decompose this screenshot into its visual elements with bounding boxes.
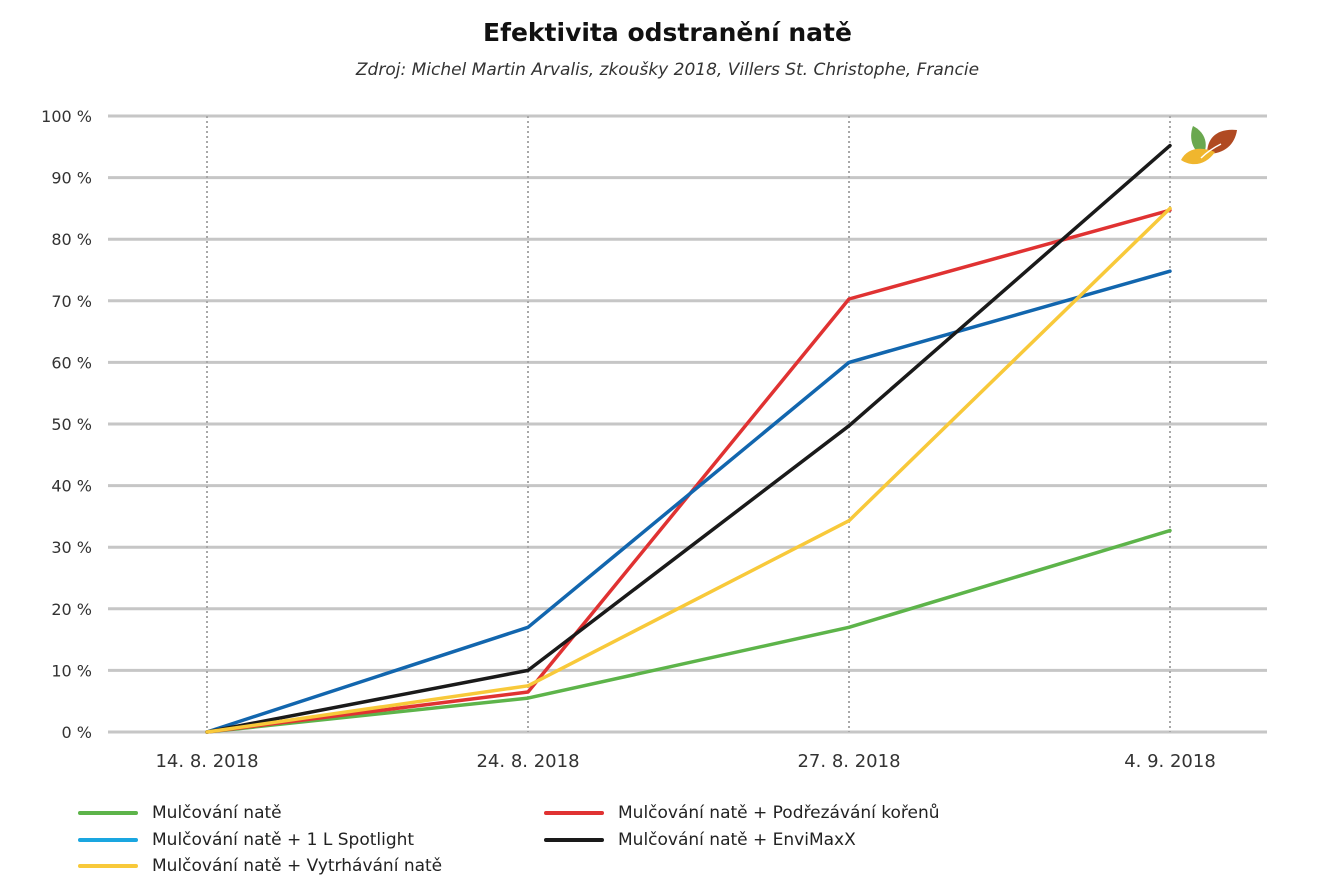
legend-label: Mulčování natě + Vytrhávání natě <box>152 856 443 876</box>
legend-item: Mulčování natě + Podřezávání kořenů <box>544 800 940 826</box>
y-tick-label: 100 % <box>41 107 92 126</box>
y-tick-label: 40 % <box>51 477 92 496</box>
x-tick-label: 24. 8. 2018 <box>476 751 579 772</box>
legend-item: Mulčování natě + EnviMaxX <box>544 827 856 853</box>
legend-swatch <box>78 838 138 842</box>
y-tick-label: 80 % <box>51 230 92 249</box>
legend-swatch <box>544 811 604 815</box>
legend-item: Mulčování natě + Vytrhávání natě <box>78 853 442 879</box>
y-axis: 0 % 10 % 20 % 30 % 40 % 50 % 60 % 70 % 80 % 90 % 1… <box>41 107 92 742</box>
legend-label: Mulčování natě + 1 L Spotlight <box>152 830 415 850</box>
series-line <box>205 269 1172 734</box>
x-tick-label: 14. 8. 2018 <box>155 751 258 772</box>
chart-subtitle: Zdroj: Michel Martin Arvalis, zkoušky 20… <box>355 60 980 80</box>
y-tick-label: 30 % <box>51 538 92 557</box>
grid <box>108 114 1267 734</box>
legend-swatch <box>544 838 604 842</box>
y-tick-label: 90 % <box>51 169 92 188</box>
x-axis: 14. 8. 2018 24. 8. 2018 27. 8. 2018 4. 9. 2… <box>155 751 1215 772</box>
chart-legend: Mulčování natě Mulčování natě + 1 L Spot… <box>78 800 1078 880</box>
legend-label: Mulčování natě <box>152 803 282 823</box>
legend-label: Mulčování natě + Podřezávání kořenů <box>618 803 940 823</box>
legend-item: Mulčování natě + 1 L Spotlight <box>78 827 414 853</box>
y-tick-label: 70 % <box>51 292 92 311</box>
series-line <box>205 206 1172 734</box>
y-tick-label: 20 % <box>51 600 92 619</box>
series-line <box>205 528 1172 734</box>
x-tick-label: 4. 9. 2018 <box>1124 751 1216 772</box>
chart-title: Efektivita odstranění natě <box>483 18 852 47</box>
leaves-logo-icon <box>1177 124 1239 176</box>
series-line <box>205 143 1172 734</box>
x-tick-label: 27. 8. 2018 <box>797 751 900 772</box>
series-lines <box>205 143 1172 734</box>
series-line <box>205 208 1172 734</box>
legend-item: Mulčování natě <box>78 800 282 826</box>
y-tick-label: 50 % <box>51 415 92 434</box>
y-tick-label: 60 % <box>51 353 92 372</box>
y-tick-label: 0 % <box>62 723 92 742</box>
y-tick-label: 10 % <box>51 661 92 680</box>
legend-swatch <box>78 811 138 815</box>
legend-swatch <box>78 864 138 868</box>
legend-label: Mulčování natě + EnviMaxX <box>618 830 856 850</box>
